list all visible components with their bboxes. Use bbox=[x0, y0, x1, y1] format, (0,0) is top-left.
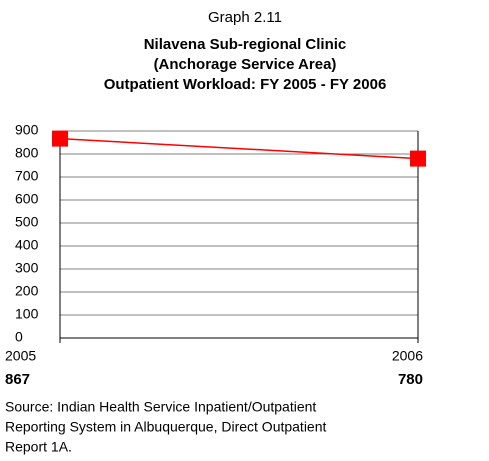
source-note: Report 1A. bbox=[5, 439, 72, 455]
y-tick-label: 200 bbox=[15, 283, 39, 299]
chart-title: Nilavena Sub-regional Clinic bbox=[144, 36, 347, 53]
y-tick-label: 400 bbox=[15, 237, 39, 253]
y-tick-label: 600 bbox=[15, 191, 39, 207]
y-tick-label: 100 bbox=[15, 306, 39, 322]
y-tick-label: 900 bbox=[15, 122, 39, 138]
y-tick-label: 800 bbox=[15, 145, 39, 161]
value-label: 867 bbox=[5, 371, 30, 388]
x-tick-label: 2006 bbox=[392, 348, 423, 364]
y-tick-label: 300 bbox=[15, 260, 39, 276]
chart-title: (Anchorage Service Area) bbox=[154, 56, 337, 73]
x-tick-label: 2005 bbox=[5, 348, 36, 364]
y-tick-label: 500 bbox=[15, 214, 39, 230]
y-tick-label: 700 bbox=[15, 168, 39, 184]
y-tick-label: 0 bbox=[15, 329, 23, 345]
value-label: 780 bbox=[398, 371, 423, 388]
chart-heading: Graph 2.11 bbox=[208, 9, 282, 26]
marker bbox=[52, 130, 68, 147]
chart-title: Outpatient Workload: FY 2005 - FY 2006 bbox=[104, 76, 387, 93]
marker bbox=[410, 150, 426, 167]
source-note: Reporting System in Albuquerque, Direct … bbox=[5, 419, 327, 435]
source-note: Source: Indian Health Service Inpatient/… bbox=[5, 399, 316, 415]
data-line bbox=[59, 137, 419, 160]
